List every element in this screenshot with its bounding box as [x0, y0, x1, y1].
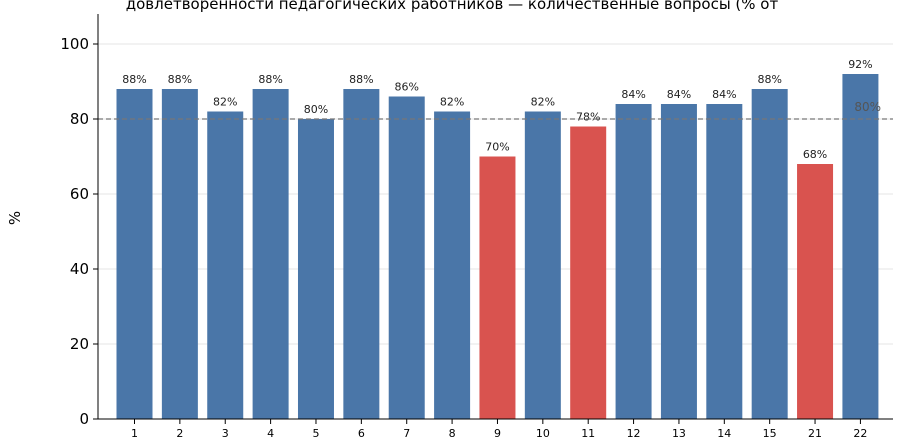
x-tick-label: 1: [131, 427, 138, 440]
bar: [297, 119, 334, 419]
bar: [161, 89, 198, 419]
bar: [706, 104, 743, 419]
bar: [388, 96, 425, 419]
chart-title: довлетворенности педагогических работник…: [126, 0, 779, 13]
x-tick-label: 12: [627, 427, 641, 440]
data-label: 68%: [803, 148, 827, 161]
y-tick-label: 80: [70, 110, 89, 128]
y-tick-label: 40: [70, 260, 89, 278]
data-label: 80%: [304, 103, 328, 116]
bar: [615, 104, 652, 419]
bars: 88% 88% 82% 88% 80% 88% 86% 82% 70% 82% 78% 84% 84% 8…: [116, 58, 879, 419]
reference-line-group: 80%: [98, 100, 893, 120]
bar: [842, 74, 879, 419]
y-tick-label: 100: [60, 35, 89, 53]
bar: [660, 104, 697, 419]
bar: [343, 89, 380, 419]
data-label: 88%: [757, 73, 781, 86]
x-tick-label: 8: [449, 427, 456, 440]
x-tick-label: 13: [672, 427, 686, 440]
x-tick-label: 9: [494, 427, 501, 440]
y-axis: 0 20 40 60 80 100: [60, 35, 98, 428]
x-tick-label: 4: [267, 427, 274, 440]
x-tick-label: 3: [222, 427, 229, 440]
x-tick-label: 14: [717, 427, 731, 440]
x-tick-label: 22: [853, 427, 867, 440]
y-axis-label: %: [6, 211, 24, 225]
data-label: 82%: [213, 96, 237, 109]
x-tick-label: 6: [358, 427, 365, 440]
bar: [797, 164, 834, 419]
bar: [524, 111, 561, 419]
bar: [751, 89, 788, 419]
data-label: 84%: [667, 88, 691, 101]
data-label: 84%: [712, 88, 736, 101]
bar: [434, 111, 471, 419]
reference-line-label: 80%: [854, 100, 881, 114]
x-tick-label: 11: [581, 427, 595, 440]
data-label: 88%: [258, 73, 282, 86]
x-axis: 1 2 3 4 5 6 7 8 9 10 11 12 13 14 15 21 22: [131, 419, 867, 440]
data-label: 82%: [440, 96, 464, 109]
data-label: 84%: [621, 88, 645, 101]
bar: [116, 89, 153, 419]
data-label: 88%: [122, 73, 146, 86]
data-label: 92%: [848, 58, 872, 71]
bar: [479, 156, 516, 419]
y-tick-label: 0: [79, 410, 89, 428]
data-label: 88%: [168, 73, 192, 86]
x-tick-label: 10: [536, 427, 550, 440]
data-label: 88%: [349, 73, 373, 86]
x-tick-label: 2: [176, 427, 183, 440]
bar: [252, 89, 289, 419]
bar: [570, 126, 607, 419]
x-tick-label: 21: [808, 427, 822, 440]
data-label: 70%: [485, 141, 509, 154]
data-label: 86%: [394, 81, 418, 94]
x-tick-label: 7: [403, 427, 410, 440]
data-label: 78%: [576, 111, 600, 124]
y-tick-label: 20: [70, 335, 89, 353]
x-tick-label: 15: [763, 427, 777, 440]
bar: [207, 111, 244, 419]
data-label: 82%: [531, 96, 555, 109]
y-tick-label: 60: [70, 185, 89, 203]
x-tick-label: 5: [312, 427, 319, 440]
